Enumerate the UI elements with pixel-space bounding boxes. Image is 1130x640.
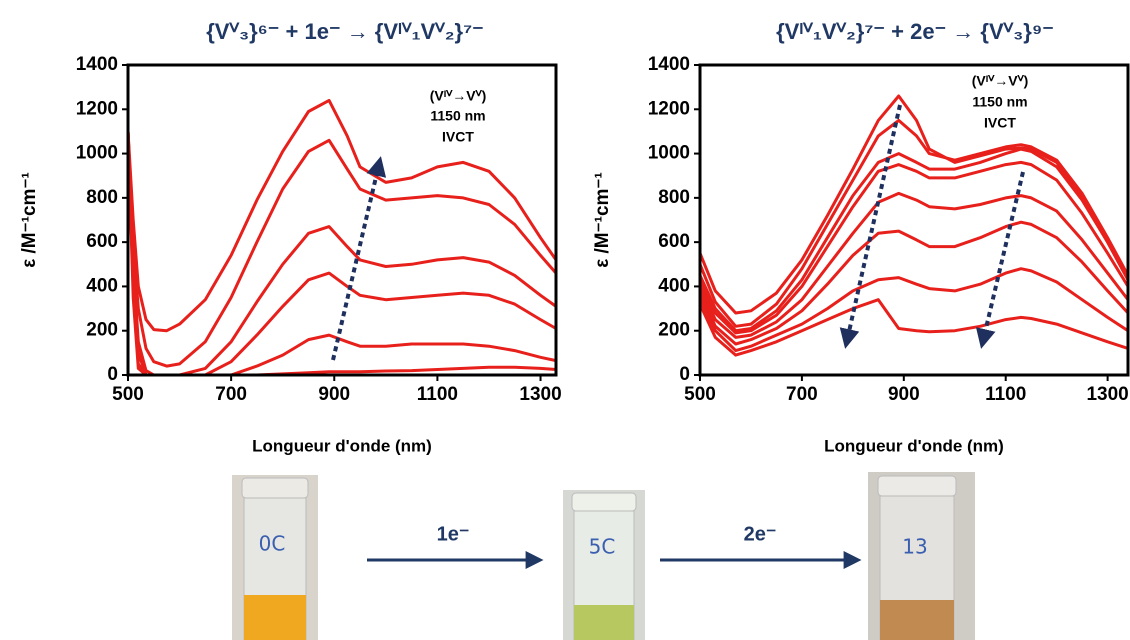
x-tick-label: 700 [786,384,818,405]
y-tick-label: 1000 [648,143,690,164]
x-tick-label: 1300 [519,384,561,405]
step-label: 1e⁻ [437,523,470,545]
y-tick-label: 800 [658,187,690,208]
series-line [698,147,1130,333]
x-axis-label: Longueur d'onde (nm) [824,436,1004,455]
y-tick-label: 200 [86,320,118,341]
y-tick-label: 600 [658,231,690,252]
x-tick-label: 1100 [985,384,1026,405]
plot-frame [698,63,1130,377]
series-line [698,267,1129,353]
annotation: IVCT [442,129,474,145]
annotation: 1150 nm [430,108,485,124]
x-tick-label: 500 [112,384,144,405]
vial-photo: 5C [563,490,645,640]
series-line [126,98,558,333]
y-tick-label: 1400 [648,54,690,75]
vial-label: 0C [259,532,286,556]
x-tick-label: 500 [684,384,716,405]
y-axis-label: ε /M⁻¹cm⁻¹ [592,172,613,268]
x-axis-label: Longueur d'onde (nm) [252,436,432,455]
vial-photo: 13 [868,472,975,640]
y-tick-label: 800 [86,187,118,208]
trend-arrow [839,104,902,349]
series-line [698,298,1129,357]
y-tick-label: 0 [107,364,118,385]
chart-title: {Vᴵⱽ₁Vⱽ₂}⁷⁻ + 2e⁻ → {Vⱽ₃}⁹⁻ [776,19,1054,44]
y-axis-label: ε /M⁻¹cm⁻¹ [19,172,40,268]
annotation: IVCT [984,115,1016,131]
y-tick-label: 0 [679,364,690,385]
x-tick-label: 1100 [417,384,458,405]
y-tick-label: 600 [86,231,118,252]
annotation: (Vᴵⱽ→Vⱽ) [972,73,1029,89]
trend-arrow [331,156,387,361]
x-tick-label: 900 [888,384,920,405]
series-line [698,118,1130,328]
x-tick-label: 700 [215,384,247,405]
chart-title: {Vⱽ₃}⁶⁻ + 1e⁻ → {Vᴵⱽ₁Vⱽ₂}⁷⁻ [206,19,484,44]
vial-label: 13 [902,535,927,559]
series-line [698,191,1130,339]
annotation: 1150 nm [972,94,1027,110]
series-line [698,160,1130,335]
y-tick-label: 1400 [76,54,118,75]
y-tick-label: 1000 [76,143,118,164]
series-line [698,220,1130,346]
series-line [126,131,558,368]
y-tick-label: 200 [658,320,690,341]
x-tick-label: 900 [318,384,350,405]
trend-arrow [975,171,1025,349]
step-label: 2e⁻ [744,523,777,545]
x-tick-label: 1300 [1086,384,1128,405]
y-tick-label: 1200 [76,98,118,119]
plot-frame [126,63,558,377]
series-line [126,131,557,377]
vial-photo: 0C [232,475,318,640]
y-tick-label: 400 [86,275,118,296]
y-tick-label: 400 [658,275,690,296]
series-line [698,94,1130,315]
vial-label: 5C [589,535,616,559]
annotation: (Vᴵⱽ→Vⱽ) [430,88,487,104]
y-tick-label: 1200 [648,98,690,119]
charts: {Vⱽ₃}⁶⁻ + 1e⁻ → {Vᴵⱽ₁Vⱽ₂}⁷⁻ ε /M⁻¹cm⁻¹ Lon… [19,19,1130,455]
